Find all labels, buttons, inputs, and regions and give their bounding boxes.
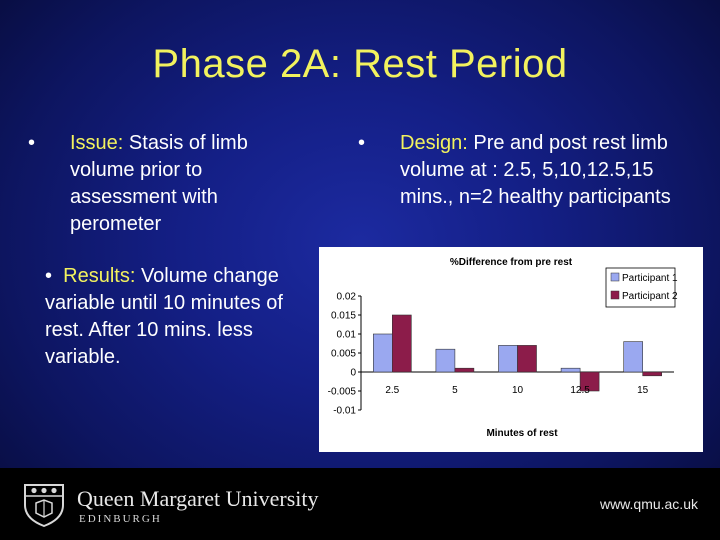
bullet-symbol: • xyxy=(45,265,53,287)
y-tick-label: 0.01 xyxy=(337,330,357,341)
bullet-results: • Results: Volume change variable until … xyxy=(45,263,320,371)
bar-participant-1-12_5 xyxy=(560,367,581,373)
chart-container: %Difference from pre rest 0.02 0.015 0.01 0.… xyxy=(319,247,703,452)
website-link[interactable]: www.qmu.ac.uk xyxy=(599,496,698,512)
y-tick-label: 0.015 xyxy=(331,311,356,322)
bullet-design-key: Design: xyxy=(400,132,468,154)
bar-participant-2-12_5 xyxy=(579,371,600,392)
x-tick-label: 5 xyxy=(452,385,458,396)
x-tick-label: 12.5 xyxy=(570,385,590,396)
bar-participant-2-5 xyxy=(454,367,475,373)
bullet-issue-text: Issue: Stasis of limb volume prior to as… xyxy=(70,130,298,238)
university-crest-icon xyxy=(24,484,64,527)
y-tick-label: 0.02 xyxy=(337,292,357,303)
legend-label: Participant 2 xyxy=(622,291,678,302)
x-tick-label: 10 xyxy=(512,385,524,396)
bullet-results-body: Volume change variable until 10 minutes … xyxy=(45,265,283,368)
y-tick-label: 0 xyxy=(350,368,356,379)
x-tick-label: 2.5 xyxy=(385,385,399,396)
bullet-design-text: Design: Pre and post rest limb volume at… xyxy=(400,130,698,211)
bar-participant-2-15 xyxy=(642,371,663,377)
bullet-symbol: • xyxy=(358,132,366,154)
bullet-results-key: Results: xyxy=(63,265,136,287)
y-tick-label: 0.005 xyxy=(331,349,356,360)
bar-participant-2-10 xyxy=(517,345,537,373)
x-axis-title: Minutes of rest xyxy=(486,428,558,439)
x-tick-label: 15 xyxy=(637,385,649,396)
y-tick-label: -0.005 xyxy=(328,387,357,398)
bar-participant-1-10 xyxy=(498,345,518,373)
legend-swatch xyxy=(610,290,620,300)
bullet-issue: • Issue: Stasis of limb volume prior to … xyxy=(28,130,298,238)
bar-participant-2-2_5 xyxy=(392,314,412,373)
bullet-symbol: • xyxy=(28,132,36,154)
footer: Queen Margaret University EDINBURGH www.… xyxy=(0,468,720,540)
university-city: EDINBURGH xyxy=(79,513,162,525)
bar-participant-1-15 xyxy=(623,341,644,373)
slide-title: Phase 2A: Rest Period xyxy=(152,42,568,86)
bullet-design-body: Pre and post rest limb volume at : 2.5, … xyxy=(400,132,671,208)
bullet-issue-key: Issue: xyxy=(70,132,124,154)
bullet-design: • Design: Pre and post rest limb volume … xyxy=(358,130,698,211)
university-name: Queen Margaret University xyxy=(77,486,319,511)
y-tick-label: -0.01 xyxy=(333,406,356,417)
bar-participant-1-2_5 xyxy=(372,333,393,373)
bar-chart: %Difference from pre rest 0.02 0.015 0.01 0.… xyxy=(328,257,678,439)
bullet-issue-body: Stasis of limb volume prior to assessmen… xyxy=(70,132,248,235)
legend-label: Participant 1 xyxy=(622,273,678,284)
legend-swatch xyxy=(610,272,620,282)
bar-participant-1-5 xyxy=(435,348,456,373)
chart-title: %Difference from pre rest xyxy=(450,257,573,268)
